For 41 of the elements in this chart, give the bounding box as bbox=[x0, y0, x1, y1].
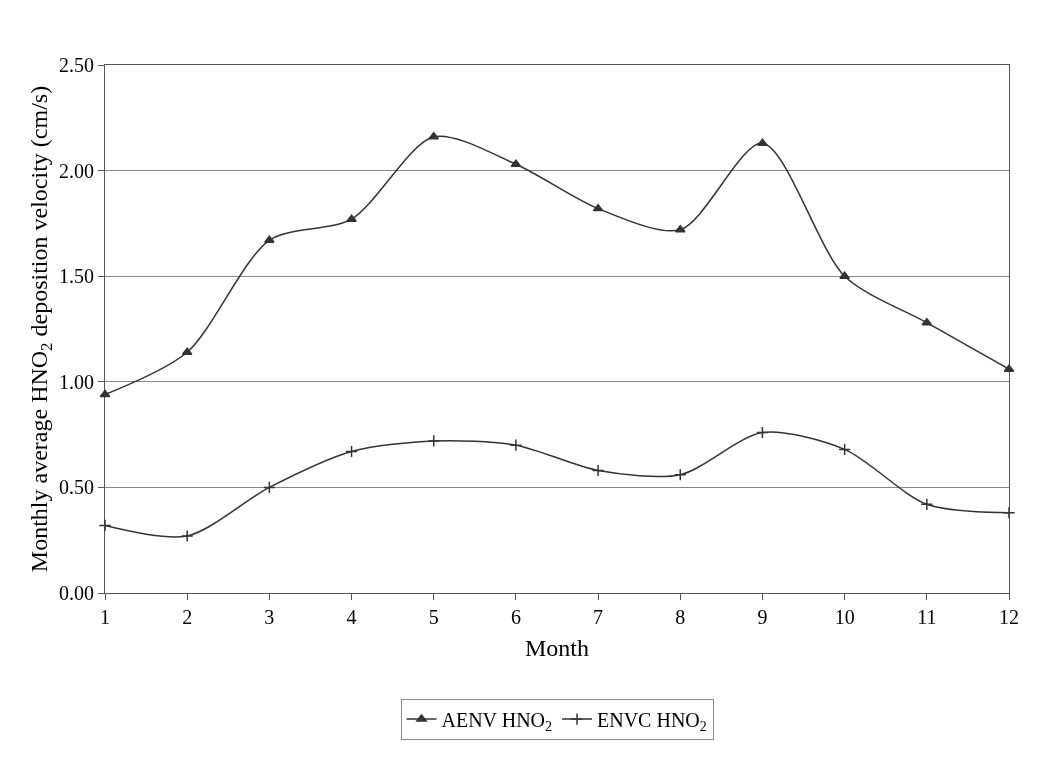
x-tick-label: 9 bbox=[757, 606, 768, 628]
x-tick-label: 2 bbox=[182, 606, 193, 628]
x-tick-label: 10 bbox=[834, 606, 855, 628]
point bbox=[99, 389, 111, 398]
x-tick-label: 1 bbox=[100, 606, 110, 628]
x-tick-label: 5 bbox=[428, 606, 439, 628]
point bbox=[510, 159, 522, 168]
point bbox=[263, 235, 275, 244]
legend-label: AENV HNO$_{2}$ bbox=[441, 708, 553, 735]
point bbox=[757, 138, 768, 146]
point bbox=[756, 426, 769, 439]
point bbox=[674, 224, 686, 233]
y-tick-label: 0.50 bbox=[59, 476, 94, 499]
point bbox=[427, 434, 441, 448]
x-tick-label: 12 bbox=[999, 606, 1019, 628]
x-tick-label: 7 bbox=[593, 606, 604, 628]
y-tick-label: 1.50 bbox=[59, 265, 94, 288]
point bbox=[180, 529, 194, 543]
point bbox=[345, 445, 358, 458]
y-tick-label: 2.00 bbox=[59, 159, 94, 182]
point bbox=[921, 317, 933, 326]
point bbox=[509, 438, 523, 452]
point bbox=[673, 468, 687, 482]
point bbox=[263, 481, 276, 494]
point bbox=[346, 214, 357, 222]
y-tick-label: 2.50 bbox=[59, 54, 94, 76]
x-tick-label: 8 bbox=[675, 606, 686, 628]
x-tick-label: 4 bbox=[346, 606, 357, 628]
x-tick-label: 6 bbox=[510, 606, 521, 628]
point bbox=[592, 203, 604, 212]
y-tick-label: 0.00 bbox=[59, 582, 94, 604]
point bbox=[920, 497, 934, 511]
x-tick-label: 11 bbox=[917, 606, 937, 628]
point bbox=[838, 443, 851, 456]
point bbox=[1002, 506, 1016, 520]
point bbox=[98, 519, 112, 532]
x-tick-label: 3 bbox=[264, 606, 275, 628]
y-tick-label: 1.00 bbox=[59, 370, 94, 393]
legend-label: ENVC HNO$_{2}$ bbox=[597, 708, 707, 735]
point bbox=[591, 464, 605, 477]
x-axis-title: Month bbox=[524, 635, 590, 662]
